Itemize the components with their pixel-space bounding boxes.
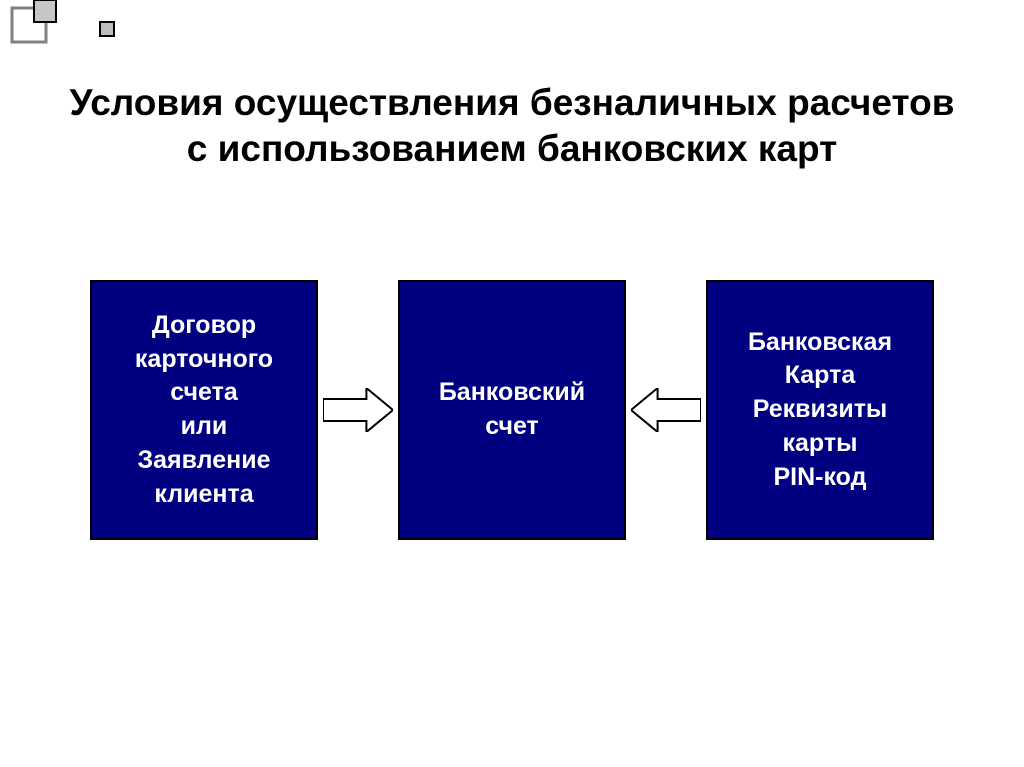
box-left: Договор карточного счета или Заявление к… [90,280,318,540]
diagram-row: Договор карточного счета или Заявление к… [0,280,1024,540]
box-right: Банковская Карта Реквизиты карты PIN-код [706,280,934,540]
arrow-left-to-center [318,280,398,540]
corner-decoration [0,0,130,50]
slide-title: Условия осуществления безналичных расчет… [0,80,1024,173]
box-center: Банковский счет [398,280,626,540]
arrow-right-to-center [626,280,706,540]
